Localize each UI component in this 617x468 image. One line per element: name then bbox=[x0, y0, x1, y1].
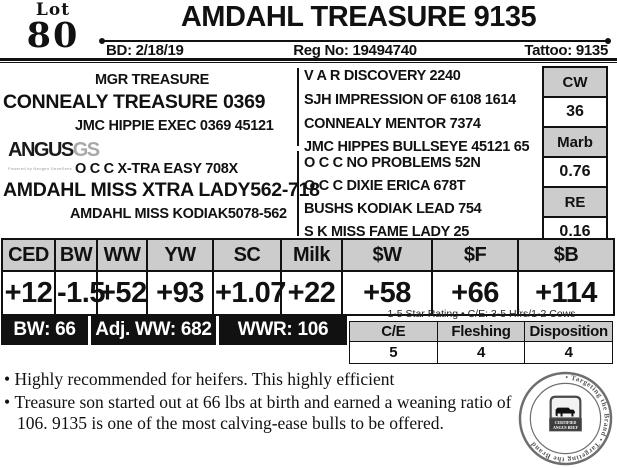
angus-logo-tagline: Powered by Neogen GeneSeek bbox=[8, 166, 73, 171]
epd-value: +66 bbox=[431, 270, 519, 316]
carcass-header-marb: Marb bbox=[542, 126, 608, 158]
angus-gs-logo: ANGUSGS Powered by Neogen GeneSeek bbox=[8, 139, 100, 178]
seal-center-line2: ANGUS BEEF bbox=[553, 425, 579, 430]
rating-value-row: 5 4 4 bbox=[349, 341, 613, 364]
epd-value: +1.07 bbox=[212, 270, 286, 316]
seal-shield bbox=[549, 395, 582, 420]
birth-weight-box: BW: 66 bbox=[1, 315, 88, 345]
ancestor-name: O C C DIXIE ERICA 678T bbox=[304, 178, 466, 194]
carcass-value-cw: 36 bbox=[542, 96, 608, 128]
seal-banner bbox=[549, 418, 582, 432]
header-divider-line bbox=[99, 38, 611, 44]
note-bullet: Highly recommended for heifers. This hig… bbox=[4, 369, 615, 391]
epd-header: SC bbox=[212, 238, 282, 272]
animal-name-title: AMDAHL TREASURE 9135 bbox=[180, 1, 537, 33]
sire-name: CONNEALY TREASURE 0369 bbox=[3, 91, 266, 113]
ancestor-name: CONNEALY MENTOR 7374 bbox=[304, 116, 481, 132]
epd-value: +58 bbox=[341, 270, 433, 316]
ancestor-name: S K MISS FAME LADY 25 bbox=[304, 224, 470, 240]
birth-date: BD: 2/18/19 bbox=[106, 42, 184, 59]
rating-value-disposition: 4 bbox=[524, 341, 613, 364]
cow-silhouette-icon bbox=[555, 407, 575, 417]
adjusted-ww-box: Adj. WW: 682 bbox=[91, 315, 216, 345]
carcass-header-re: RE bbox=[542, 186, 608, 218]
dam-pedigree-bracket bbox=[297, 151, 299, 236]
rating-value-fleshing: 4 bbox=[436, 341, 526, 364]
ancestor-name: JMC HIPPES BULLSEYE 45121 65 bbox=[304, 139, 530, 155]
star-rating-note: 1-5 Star Rating • C/E: 3-5 Hfrs/1-2 Cows bbox=[387, 308, 576, 320]
header-bottom-rule bbox=[0, 58, 617, 63]
angus-logo-text: ANGUS bbox=[8, 139, 74, 161]
ancestor-name: V A R DISCOVERY 2240 bbox=[304, 68, 461, 84]
rating-header-ce: C/E bbox=[349, 321, 438, 342]
epd-header: Milk bbox=[280, 238, 343, 272]
sire-granddam: JMC HIPPIE EXEC 0369 45121 bbox=[75, 118, 274, 134]
registration-number: Reg No: 19494740 bbox=[293, 42, 417, 59]
ancestor-name: BUSHS KODIAK LEAD 754 bbox=[304, 201, 482, 217]
dam-name: AMDAHL MISS XTRA LADY562-718 bbox=[3, 179, 320, 201]
dam-granddam: AMDAHL MISS KODIAK5078-562 bbox=[70, 206, 287, 222]
rating-header-row: C/E Fleshing Disposition bbox=[349, 321, 613, 342]
carcass-epd-table: CW 36 Marb 0.76 RE 0.16 bbox=[542, 66, 608, 248]
weaning-ratio-box: WWR: 106 bbox=[219, 315, 347, 345]
note-bullet: Treasure son started out at 66 lbs at bi… bbox=[4, 392, 615, 435]
registration-info-row: BD: 2/18/19 Reg No: 19494740 Tattoo: 913… bbox=[100, 42, 610, 59]
epd-value: +93 bbox=[146, 270, 214, 316]
epd-header: $B bbox=[517, 238, 615, 272]
lot-label: Lot bbox=[35, 0, 71, 20]
sire-grandsire: MGR TREASURE bbox=[95, 72, 210, 88]
epd-value: +22 bbox=[280, 270, 343, 316]
certified-angus-beef-seal: • Targeting the Brand • Targeting the Br… bbox=[518, 371, 613, 466]
epd-header: YW bbox=[146, 238, 214, 272]
epd-header: BW bbox=[54, 238, 98, 272]
epd-value: +12 bbox=[1, 270, 56, 316]
epd-table: CED BW WW YW SC Milk $W $F $B +12 -1.5 +… bbox=[1, 238, 615, 316]
epd-header: CED bbox=[1, 238, 56, 272]
carcass-header-cw: CW bbox=[542, 66, 608, 98]
epd-value: -1.5 bbox=[54, 270, 105, 316]
lot-number: 80 bbox=[26, 15, 80, 56]
epd-header: WW bbox=[96, 238, 148, 272]
epd-header-row: CED BW WW YW SC Milk $W $F $B bbox=[1, 238, 615, 272]
angus-gs-suffix: GS bbox=[72, 139, 100, 161]
rating-value-ce: 5 bbox=[349, 341, 438, 364]
ancestor-name: SJH IMPRESSION OF 6108 1614 bbox=[304, 92, 516, 108]
epd-header: $F bbox=[431, 238, 519, 272]
dam-grandsire: O C C X-TRA EASY 708X bbox=[75, 161, 238, 177]
rating-header-fleshing: Fleshing bbox=[436, 321, 526, 342]
ancestor-name: O C C NO PROBLEMS 52N bbox=[304, 155, 481, 171]
sale-notes: • Targeting the Brand • Targeting the Br… bbox=[4, 369, 615, 466]
star-rating-table: C/E Fleshing Disposition 5 4 4 bbox=[349, 321, 613, 364]
seal-center-line1: CERTIFIED bbox=[555, 420, 577, 425]
carcass-value-marb: 0.76 bbox=[542, 156, 608, 188]
lot-badge: Lot 80 bbox=[12, 0, 94, 56]
epd-value: +52 bbox=[96, 270, 148, 316]
epd-value: +114 bbox=[517, 270, 615, 316]
sire-pedigree-bracket bbox=[297, 68, 299, 146]
epd-header: $W bbox=[341, 238, 433, 272]
rating-header-disposition: Disposition bbox=[524, 321, 613, 342]
tattoo-number: Tattoo: 9135 bbox=[524, 42, 608, 59]
epd-value-row: +12 -1.5 +52 +93 +1.07 +22 +58 +66 +114 bbox=[1, 270, 615, 316]
